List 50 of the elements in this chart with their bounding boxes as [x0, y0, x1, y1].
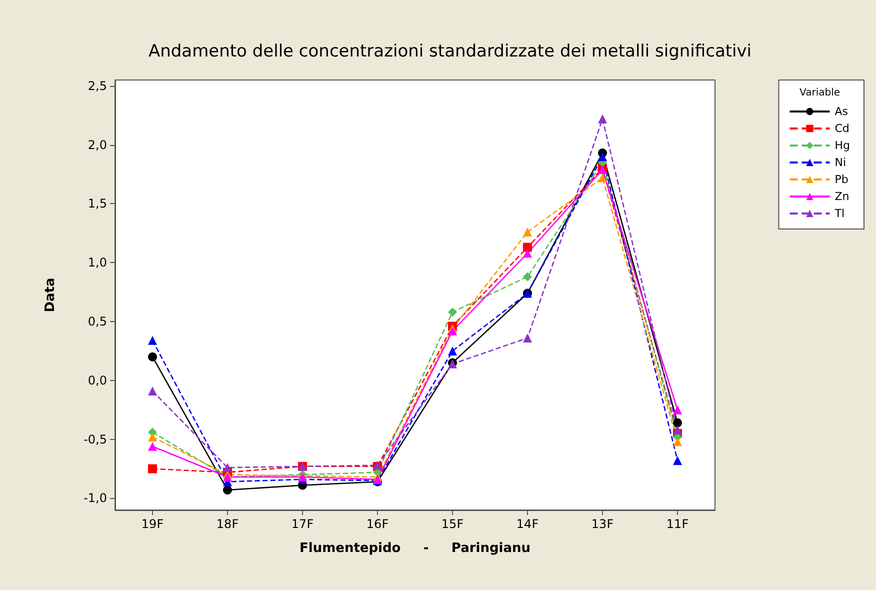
x-tick-label: 15F — [441, 517, 464, 531]
point — [148, 352, 157, 362]
point — [148, 432, 157, 442]
point — [523, 334, 532, 342]
point — [673, 418, 682, 428]
x-tick-label: 19F — [141, 517, 164, 531]
point — [673, 437, 682, 446]
y-tick-label: 2,5 — [88, 78, 107, 93]
y-tick-label: -0,5 — [84, 432, 107, 446]
x-tick-label: 14F — [516, 517, 539, 531]
y-tick-label: 0,5 — [88, 314, 107, 329]
legend-label: Hg — [834, 139, 850, 152]
x-tick-label: 16F — [366, 517, 389, 531]
y-tick-label: 2,0 — [88, 138, 107, 152]
legend-label: Ni — [834, 156, 846, 169]
point — [148, 442, 157, 451]
point — [223, 463, 232, 472]
point — [523, 242, 532, 252]
x-tick-label: 18F — [216, 517, 239, 531]
point — [148, 464, 157, 474]
point — [448, 346, 457, 356]
chart-title: Andamento delle concentrazioni standardizzate dei metalli significativi — [148, 42, 752, 62]
point — [598, 173, 607, 182]
y-tick-label: 1,0 — [88, 256, 107, 270]
point — [448, 308, 457, 317]
y-axis-title: Data — [43, 278, 58, 312]
point — [523, 227, 532, 236]
point — [673, 405, 682, 414]
y-tick-label: -1,0 — [84, 491, 107, 506]
point — [598, 152, 607, 162]
legend-label: As — [834, 105, 848, 118]
point — [148, 336, 157, 345]
point — [523, 248, 532, 258]
point — [223, 485, 232, 494]
x-tick-label: 13F — [591, 517, 614, 531]
y-tick-label: 1,5 — [88, 196, 107, 211]
legend-label: Zn — [834, 190, 850, 203]
point — [673, 425, 682, 434]
x-tick-label: 11F — [666, 517, 689, 531]
y-tick-label: 0,0 — [88, 373, 107, 388]
x-tick-label: 17F — [291, 517, 314, 531]
legend-label: Cd — [834, 122, 850, 135]
x-axis-title: Flumentepido - Paringianu — [299, 541, 531, 556]
legend-label: Tl — [834, 207, 845, 220]
point — [148, 386, 157, 396]
point — [523, 272, 532, 282]
point — [673, 456, 682, 466]
point — [598, 114, 607, 124]
legend-label: Pb — [834, 173, 848, 186]
legend-title: Variable — [800, 88, 840, 98]
